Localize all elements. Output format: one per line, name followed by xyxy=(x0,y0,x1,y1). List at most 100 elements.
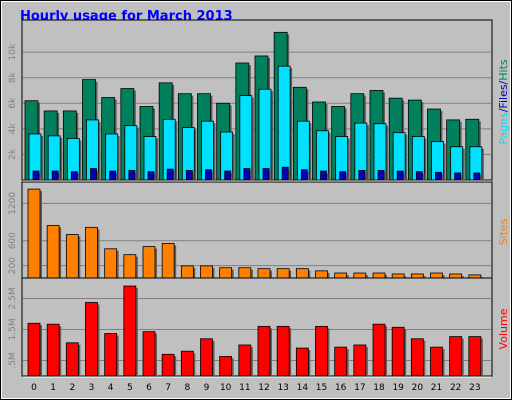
bar xyxy=(27,322,41,377)
bar xyxy=(276,325,290,377)
legend-entry: Sites xyxy=(497,218,510,245)
bar xyxy=(277,65,291,181)
bar xyxy=(377,170,385,181)
legend-entry: Pages xyxy=(497,112,510,145)
y-tick-label: 4k xyxy=(8,123,18,135)
bar xyxy=(353,272,367,279)
y-tick-label: .5M xyxy=(8,352,18,368)
bar xyxy=(180,350,194,377)
bar xyxy=(166,168,174,181)
bar xyxy=(65,234,79,279)
x-tick-label: 4 xyxy=(108,383,114,393)
bar xyxy=(257,268,271,279)
bar xyxy=(449,336,463,377)
bar xyxy=(435,171,442,181)
bar xyxy=(123,285,137,377)
bar xyxy=(238,344,252,377)
x-tick-label: 16 xyxy=(335,383,347,393)
bar xyxy=(123,254,137,279)
bar xyxy=(300,169,308,181)
bar xyxy=(315,270,328,279)
bar xyxy=(295,347,309,377)
y-axis-label: Volume xyxy=(497,308,510,349)
bar xyxy=(224,170,232,181)
bar xyxy=(180,265,194,279)
y-tick-label: 8k xyxy=(8,71,18,83)
bar xyxy=(315,325,328,377)
x-tick-label: 0 xyxy=(31,383,37,393)
bar xyxy=(205,169,212,181)
x-tick-label: 3 xyxy=(89,383,95,393)
x-tick-label: 21 xyxy=(431,383,442,393)
bar xyxy=(262,168,270,181)
bar xyxy=(473,172,481,181)
x-tick-label: 6 xyxy=(146,383,152,393)
bar xyxy=(358,170,366,181)
bar xyxy=(90,168,97,181)
bar xyxy=(51,170,59,181)
x-tick-label: 17 xyxy=(354,383,365,393)
y-tick-label: 6k xyxy=(8,97,18,109)
x-tick-label: 11 xyxy=(239,383,250,393)
bar xyxy=(415,171,423,181)
bar xyxy=(239,95,253,181)
bar xyxy=(396,170,404,181)
x-tick-label: 12 xyxy=(258,383,269,393)
bar xyxy=(391,273,405,279)
bar xyxy=(142,331,156,377)
bar xyxy=(65,342,79,377)
bar xyxy=(353,344,367,377)
y-tick-label: 1200 xyxy=(8,192,18,215)
bar xyxy=(200,338,213,377)
bar xyxy=(128,170,136,181)
bar xyxy=(85,226,98,279)
bar xyxy=(238,267,252,279)
plot-area xyxy=(21,181,493,279)
bar xyxy=(147,171,155,181)
bar xyxy=(334,346,348,377)
x-tick-label: 18 xyxy=(373,383,385,393)
y-tick-label: 2k xyxy=(8,148,18,160)
bar xyxy=(27,188,41,279)
bar xyxy=(295,268,309,279)
bar xyxy=(104,333,118,377)
bar xyxy=(410,273,424,279)
bar xyxy=(281,166,289,181)
bar xyxy=(257,325,271,377)
x-tick-label: 8 xyxy=(184,383,190,393)
bar xyxy=(258,88,272,181)
bar xyxy=(430,346,443,377)
x-tick-label: 1 xyxy=(50,383,56,393)
bar xyxy=(85,302,98,377)
bar xyxy=(454,172,462,181)
bar xyxy=(334,272,348,279)
bar xyxy=(104,248,118,279)
bar xyxy=(109,170,117,181)
bar xyxy=(339,171,347,181)
x-tick-label: 13 xyxy=(277,383,288,393)
bar xyxy=(219,356,233,377)
y-tick-label: 10k xyxy=(8,43,18,60)
bar xyxy=(276,268,290,279)
y-axis-label: Pages/Files/Hits xyxy=(497,59,510,145)
bar xyxy=(161,243,175,279)
legend-entry: Files xyxy=(497,84,510,108)
bar xyxy=(372,323,386,377)
y-tick-label: 600 xyxy=(8,232,18,249)
legend-separator: / xyxy=(497,80,510,84)
bar xyxy=(391,326,405,377)
bar xyxy=(46,323,60,377)
x-tick-label: 2 xyxy=(69,383,75,393)
x-tick-label: 9 xyxy=(204,383,210,393)
legend-separator: / xyxy=(497,108,510,112)
x-tick-label: 19 xyxy=(392,383,404,393)
x-tick-label: 14 xyxy=(297,383,309,393)
bar xyxy=(32,170,40,181)
x-tick-label: 7 xyxy=(165,383,171,393)
bar xyxy=(320,170,327,181)
bar xyxy=(46,225,60,279)
bar xyxy=(185,170,193,181)
x-tick-label: 5 xyxy=(127,383,133,393)
